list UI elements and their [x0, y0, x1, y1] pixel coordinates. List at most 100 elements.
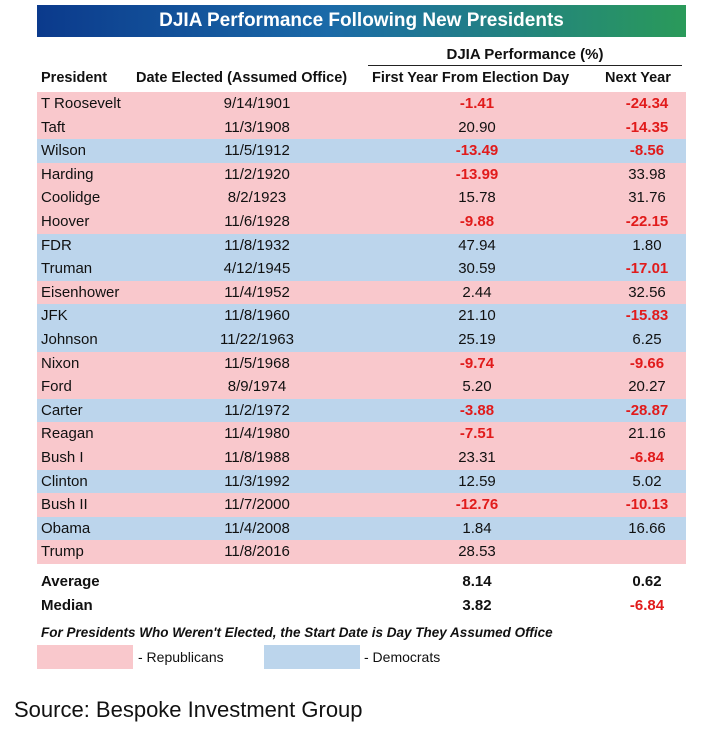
table-row: Johnson 11/22/1963 25.19 6.25: [37, 327, 686, 352]
president-name: Nixon: [41, 354, 80, 372]
next-year-value: 32.56: [628, 283, 666, 301]
table-row: Harding 11/2/1920 -13.99 33.98: [37, 162, 686, 187]
table-row: JFK 11/8/1960 21.10 -15.83: [37, 304, 686, 328]
president-column-header: President: [41, 70, 108, 86]
table-row: Obama 11/4/2008 1.84 16.66: [37, 516, 686, 541]
table-row: Bush I 11/8/1988 23.31 -6.84: [37, 445, 686, 470]
next-year-value: [587, 540, 707, 564]
next-year-value: -10.13: [625, 496, 669, 514]
president-name: Coolidge: [41, 189, 101, 207]
date-elected: 11/22/1963: [220, 330, 294, 348]
first-year-value: -1.41: [459, 95, 495, 112]
first-year-value: 20.90: [458, 118, 496, 136]
summary-next-value: -6.84: [629, 597, 665, 614]
president-name: Obama: [41, 519, 91, 537]
table-row: Trump 11/8/2016 28.53: [37, 540, 686, 564]
first-year-value: -13.49: [455, 142, 499, 160]
summary-next-value: 0.62: [632, 573, 662, 590]
date-elected: 11/5/1912: [224, 142, 290, 160]
president-name: Ford: [41, 378, 72, 396]
president-name: Truman: [41, 260, 93, 278]
table-row: Truman 4/12/1945 30.59 -17.01: [37, 257, 686, 281]
next-year-value: -6.84: [629, 448, 665, 466]
date-elected: 11/4/1980: [224, 425, 290, 443]
summary-label: Average: [41, 573, 100, 590]
president-name: Wilson: [41, 142, 87, 160]
first-year-value: 28.53: [458, 543, 496, 561]
next-year-value: -24.34: [625, 95, 669, 112]
djia-performance-header: DJIA Performance (%): [368, 46, 682, 66]
president-name: T Roosevelt: [41, 95, 121, 112]
president-name: FDR: [41, 236, 72, 254]
republican-legend-swatch: [37, 645, 133, 669]
summary-row-average: Average 8.14 0.62: [37, 570, 686, 593]
next-year-value: -8.56: [629, 142, 665, 160]
next-year-value: 1.80: [632, 236, 662, 254]
date-elected: 4/12/1945: [223, 260, 291, 278]
summary-label: Median: [41, 597, 93, 614]
democrat-legend-swatch: [264, 645, 360, 669]
first-year-value: 2.44: [462, 283, 492, 301]
table-row: Coolidge 8/2/1923 15.78 31.76: [37, 186, 686, 210]
first-year-value: 15.78: [458, 189, 496, 207]
first-year-value: -12.76: [455, 496, 499, 514]
date-elected: 11/6/1928: [224, 212, 290, 230]
table-title: DJIA Performance Following New President…: [37, 5, 686, 37]
date-elected: 11/4/1952: [224, 283, 290, 301]
date-elected: 11/8/1932: [224, 236, 290, 254]
date-elected: 8/9/1974: [227, 378, 287, 396]
footnote: For Presidents Who Weren't Elected, the …: [41, 625, 553, 640]
next-year-value: -14.35: [625, 118, 669, 136]
date-elected: 11/3/1908: [224, 118, 290, 136]
president-name: Bush II: [41, 496, 88, 514]
president-name: Hoover: [41, 212, 90, 230]
president-name: Taft: [41, 118, 66, 136]
table-row: Wilson 11/5/1912 -13.49 -8.56: [37, 139, 686, 163]
democrat-legend-label: - Democrats: [364, 649, 441, 665]
first-year-value: -9.88: [459, 212, 495, 230]
first-year-value: 23.31: [458, 448, 496, 466]
president-name: Carter: [41, 401, 83, 419]
table-row: T Roosevelt 9/14/1901 -1.41 -24.34: [37, 92, 686, 116]
next-year-value: 31.76: [628, 189, 666, 207]
first-year-value: 25.19: [458, 330, 496, 348]
source-caption: Source: Bespoke Investment Group: [14, 697, 363, 722]
next-year-value: 16.66: [628, 519, 666, 537]
next-year-value: -9.66: [629, 354, 665, 372]
first-year-value: 5.20: [462, 378, 492, 396]
next-year-value: 21.16: [628, 425, 666, 443]
table-row: Hoover 11/6/1928 -9.88 -22.15: [37, 209, 686, 234]
table-row: Carter 11/2/1972 -3.88 -28.87: [37, 398, 686, 423]
date-elected: 11/5/1968: [224, 354, 290, 372]
date-elected: 11/2/1920: [224, 165, 290, 183]
table-row: Nixon 11/5/1968 -9.74 -9.66: [37, 351, 686, 376]
summary-first-value: 8.14: [462, 573, 492, 590]
table-row: Taft 11/3/1908 20.90 -14.35: [37, 115, 686, 140]
date-elected: 9/14/1901: [223, 95, 291, 112]
next-year-column-header: Next Year: [605, 70, 671, 86]
next-year-value: 20.27: [628, 378, 666, 396]
republican-legend-label: - Republicans: [138, 649, 224, 665]
first-year-value: 12.59: [458, 472, 496, 490]
president-name: Bush I: [41, 448, 84, 466]
president-name: Johnson: [41, 330, 98, 348]
date-elected: 11/8/2016: [224, 543, 290, 561]
next-year-value: 6.25: [632, 330, 662, 348]
first-year-value: 21.10: [458, 307, 496, 325]
next-year-value: 33.98: [628, 165, 666, 183]
first-year-value: -9.74: [459, 354, 495, 372]
date-elected: 11/2/1972: [224, 401, 290, 419]
president-name: JFK: [41, 307, 68, 325]
president-name: Trump: [41, 543, 84, 561]
date-elected: 11/8/1988: [224, 448, 290, 466]
date-elected: 11/4/2008: [224, 519, 290, 537]
first-year-value: -3.88: [459, 401, 495, 419]
table-row: Eisenhower 11/4/1952 2.44 32.56: [37, 280, 686, 305]
first-year-value: -13.99: [455, 165, 499, 183]
summary-row-median: Median 3.82 -6.84: [37, 594, 686, 617]
next-year-value: -17.01: [625, 260, 669, 278]
next-year-value: -28.87: [625, 401, 669, 419]
summary-first-value: 3.82: [462, 597, 492, 614]
table-row: FDR 11/8/1932 47.94 1.80: [37, 233, 686, 258]
next-year-value: -15.83: [625, 307, 669, 325]
